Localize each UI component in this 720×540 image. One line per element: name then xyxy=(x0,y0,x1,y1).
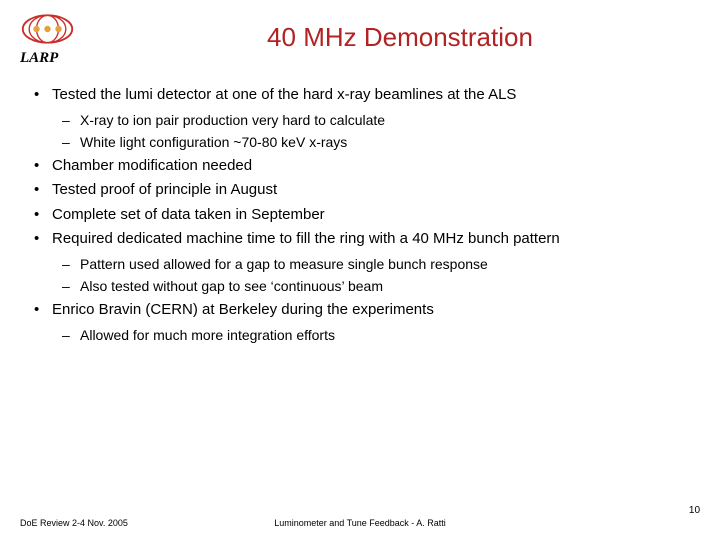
sub-bullet-item: White light configuration ~70-80 keV x-r… xyxy=(52,133,690,152)
footer-title: Luminometer and Tune Feedback - A. Ratti xyxy=(247,518,474,528)
bullet-item: Tested the lumi detector at one of the h… xyxy=(30,85,690,152)
footer-page: 10 xyxy=(473,505,700,528)
sub-list: Pattern used allowed for a gap to measur… xyxy=(52,255,690,296)
sub-list: Allowed for much more integration effort… xyxy=(52,326,690,345)
slide-title: 40 MHz Demonstration xyxy=(100,10,700,53)
sub-bullet-item: Allowed for much more integration effort… xyxy=(52,326,690,345)
sub-list: X-ray to ion pair production very hard t… xyxy=(52,111,690,152)
bullet-text: Tested the lumi detector at one of the h… xyxy=(52,86,516,103)
footer-date: DoE Review 2-4 Nov. 2005 xyxy=(20,518,247,528)
bullet-item: Tested proof of principle in August xyxy=(30,180,690,200)
bullet-text: Enrico Bravin (CERN) at Berkeley during … xyxy=(52,301,434,318)
bullet-item: Required dedicated machine time to fill … xyxy=(30,229,690,296)
bullet-list: Tested the lumi detector at one of the h… xyxy=(30,85,690,345)
bullet-item: Enrico Bravin (CERN) at Berkeley during … xyxy=(30,300,690,345)
logo-area: LARP xyxy=(20,10,100,67)
slide-body: Tested the lumi detector at one of the h… xyxy=(0,67,720,345)
bullet-item: Chamber modification needed xyxy=(30,156,690,176)
slide-footer: DoE Review 2-4 Nov. 2005 Luminometer and… xyxy=(0,505,720,528)
sub-bullet-item: Pattern used allowed for a gap to measur… xyxy=(52,255,690,274)
logo-label: LARP xyxy=(20,50,100,67)
slide-header: LARP 40 MHz Demonstration xyxy=(0,0,720,67)
page-number: 10 xyxy=(473,505,700,516)
sub-bullet-item: Also tested without gap to see ‘continuo… xyxy=(52,277,690,296)
bullet-text: Required dedicated machine time to fill … xyxy=(52,230,560,247)
bullet-item: Complete set of data taken in September xyxy=(30,205,690,225)
sub-bullet-item: X-ray to ion pair production very hard t… xyxy=(52,111,690,130)
larp-logo-icon xyxy=(20,10,75,48)
